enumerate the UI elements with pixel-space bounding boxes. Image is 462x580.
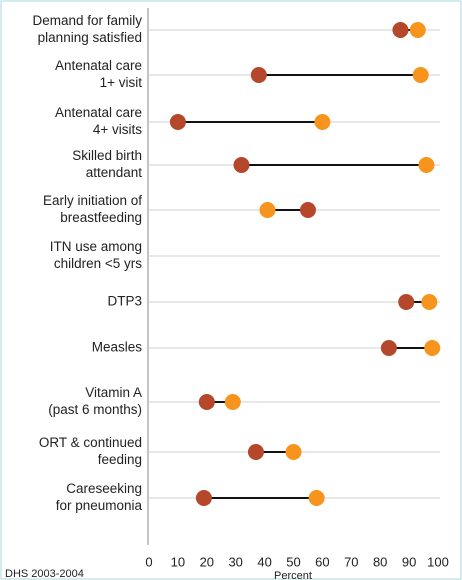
category-label: Vitamin A — [85, 385, 142, 400]
category-label: 1+ visit — [100, 75, 143, 90]
dot — [421, 294, 438, 310]
dot — [224, 394, 241, 410]
dot — [392, 22, 409, 38]
dot — [380, 340, 397, 356]
category-label: ITN use among — [50, 239, 142, 254]
x-tick-label: 0 — [145, 554, 152, 569]
dot — [247, 444, 264, 460]
x-tick-label: 70 — [344, 554, 358, 569]
dot — [418, 157, 435, 173]
x-tick-label: 100 — [427, 554, 449, 569]
category-label: children <5 yrs — [54, 256, 142, 271]
dot — [250, 67, 267, 83]
dot — [299, 202, 316, 218]
category-label: DTP3 — [107, 294, 142, 309]
dot — [424, 340, 441, 356]
category-label: Demand for family — [32, 13, 142, 28]
category-label: ORT & continued — [39, 435, 142, 450]
x-axis-label: Percent — [274, 570, 312, 580]
category-label: Antenatal care — [55, 58, 142, 73]
category-label: 4+ visits — [93, 122, 142, 137]
x-tick-label: 30 — [228, 554, 242, 569]
category-label: Measles — [92, 340, 143, 355]
category-label: (past 6 months) — [48, 402, 142, 417]
x-tick-label: 60 — [315, 554, 329, 569]
x-tick-label: 90 — [402, 554, 416, 569]
dot — [314, 114, 331, 130]
category-label: for pneumonia — [56, 498, 143, 513]
dot — [285, 444, 302, 460]
x-tick-label: 10 — [171, 554, 185, 569]
category-label: Careseeking — [66, 481, 142, 496]
dot — [198, 394, 215, 410]
x-tick-label: 80 — [373, 554, 387, 569]
category-label: Antenatal care — [55, 105, 142, 120]
category-label: Skilled birth — [72, 148, 142, 163]
x-tick-label: 50 — [286, 554, 300, 569]
source-note: DHS 2003-2004 — [5, 568, 84, 580]
category-label: breastfeeding — [60, 210, 142, 225]
dot — [412, 67, 429, 83]
dot — [233, 157, 250, 173]
category-label: feeding — [98, 452, 142, 467]
dot — [195, 490, 212, 506]
category-label: attendant — [86, 165, 143, 180]
dot — [398, 294, 415, 310]
dot — [308, 490, 325, 506]
category-label: Early initiation of — [43, 193, 142, 208]
x-tick-label: 20 — [200, 554, 214, 569]
x-tick-label: 40 — [257, 554, 271, 569]
category-label: planning satisfied — [38, 30, 142, 45]
dot — [259, 202, 276, 218]
dot — [409, 22, 426, 38]
dot — [169, 114, 186, 130]
